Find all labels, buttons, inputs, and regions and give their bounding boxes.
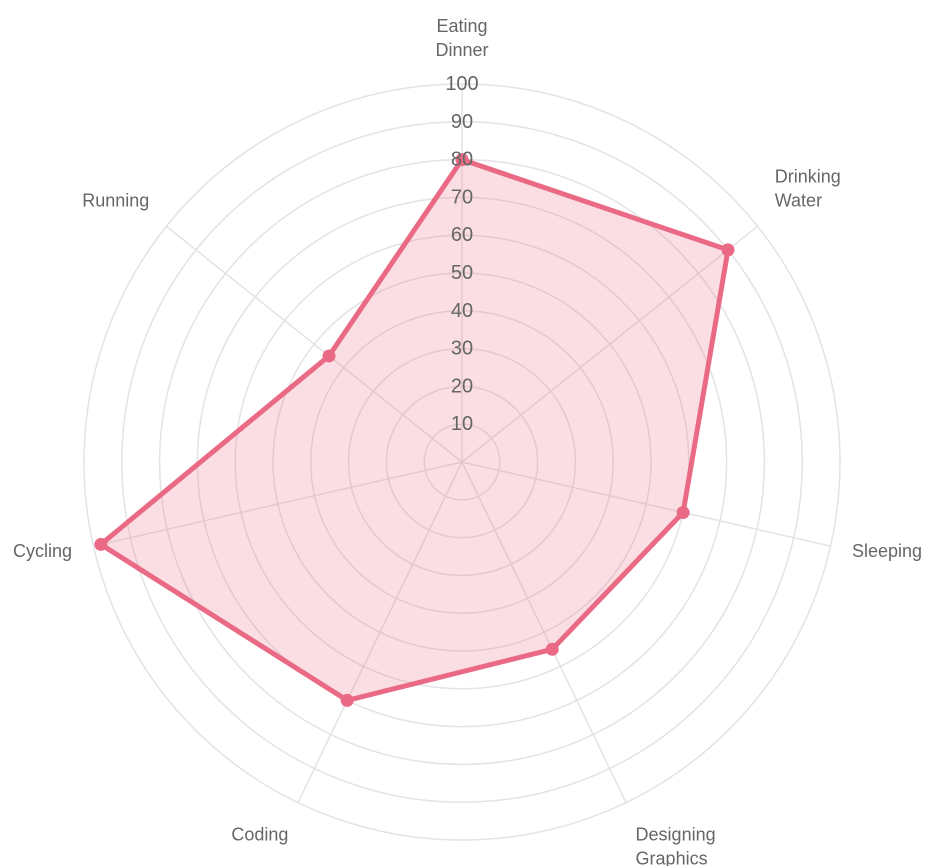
tick-label: 30 [451, 338, 473, 360]
tick-label: 50 [451, 262, 473, 284]
tick-label: 20 [451, 375, 473, 397]
tick-label: 60 [451, 224, 473, 246]
angle-line [166, 225, 463, 463]
tick-label: 100 [445, 73, 478, 95]
angle-line [461, 225, 758, 463]
point-label: Sleeping [852, 541, 922, 561]
tick-label: 70 [451, 186, 473, 208]
tick-label: 40 [451, 300, 473, 322]
angle-lines [93, 84, 831, 803]
point-labels: Eating Dinner Drinking Water Sleeping Designi… [13, 16, 922, 866]
angle-line [93, 461, 463, 547]
data-point[interactable] [455, 153, 469, 167]
point-label: Running [82, 191, 149, 211]
point-label: Dinner [435, 40, 488, 60]
data-series [94, 153, 735, 707]
data-point[interactable] [94, 537, 108, 551]
point-label: Water [775, 191, 822, 211]
point-label: Designing [636, 824, 716, 844]
data-point[interactable] [322, 349, 336, 363]
point-label: Cycling [13, 541, 72, 561]
angle-line [461, 461, 627, 803]
data-point[interactable] [545, 642, 559, 656]
series-area [98, 157, 731, 703]
data-point[interactable] [721, 243, 735, 257]
angle-line [297, 461, 463, 803]
point-label: Drinking [775, 167, 841, 187]
data-point[interactable] [340, 693, 354, 707]
data-point[interactable] [676, 505, 690, 519]
angle-line [461, 461, 831, 547]
point-label: Eating [436, 16, 487, 36]
point-label: Coding [231, 824, 288, 844]
point-label: Graphics [636, 848, 708, 866]
tick-label: 80 [451, 149, 473, 171]
tick-label: 90 [451, 111, 473, 133]
tick-label: 10 [451, 413, 473, 435]
radial-tick-labels: 10 20 30 40 50 60 70 80 90 100 [445, 73, 478, 435]
